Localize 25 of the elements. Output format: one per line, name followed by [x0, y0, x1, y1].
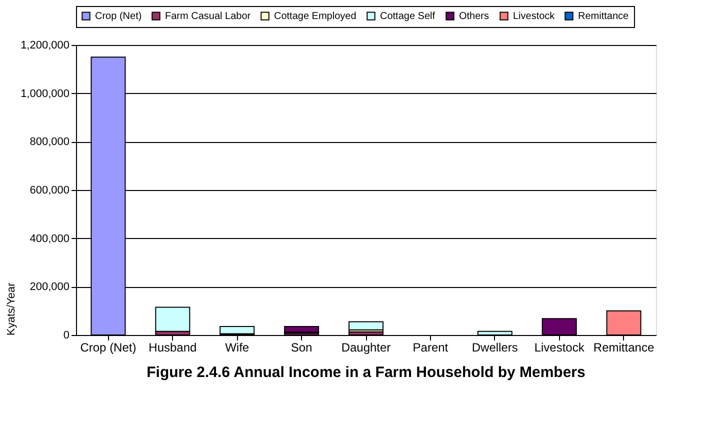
x-tick-label: Dwellers: [472, 340, 518, 354]
x-tick-label: Crop (Net): [80, 340, 136, 354]
legend-label: Farm Casual Labor: [165, 11, 252, 22]
y-tick-label: 600,000: [30, 184, 70, 196]
text: Figure 2.4.6 Annual Income in a Farm Household by Members: [146, 364, 586, 381]
legend-label: Remittance: [578, 11, 630, 22]
legend-label: Cottage Self: [380, 11, 436, 22]
x-tick-label: Remittance: [593, 340, 654, 354]
y-tick-label: 800,000: [30, 136, 70, 148]
x-tick-label: Husband: [148, 340, 197, 354]
legend-label: Others: [459, 11, 490, 22]
legend-label: Cottage Employed: [274, 11, 356, 22]
y-tick-label: 200,000: [30, 281, 70, 294]
y-axis-title: Kyats/Year: [6, 282, 18, 336]
x-tick-label: Son: [290, 340, 312, 354]
x-tick-label: Parent: [412, 340, 449, 354]
y-tick-label: 400,000: [30, 232, 70, 245]
legend-label: Crop (Net): [95, 11, 142, 22]
y-tick-label: 0: [63, 330, 70, 342]
legend-label: Livestock: [513, 11, 556, 22]
y-tick-label: 1,200,000: [20, 40, 70, 52]
x-tick-label: Daughter: [341, 340, 391, 354]
x-tick-label: Livestock: [534, 340, 586, 354]
x-tick-label: Wife: [225, 340, 250, 354]
y-tick-label: 1,000,000: [20, 88, 70, 100]
